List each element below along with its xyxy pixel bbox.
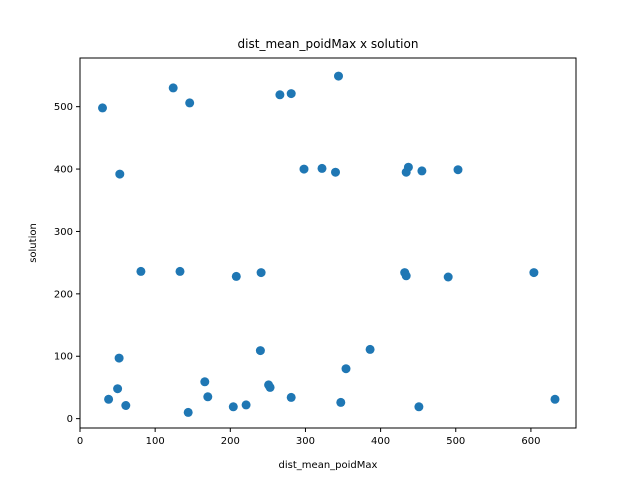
data-point [114,353,124,363]
data-point [98,103,107,113]
data-point [104,394,114,404]
data-point [453,165,463,175]
data-point [203,392,213,402]
data-point [299,164,309,174]
data-point [228,402,238,412]
data-point [286,392,296,402]
y-tick-label: 300 [54,227,73,238]
data-point [136,266,146,276]
data-point [286,89,296,99]
data-point [317,163,327,173]
data-point [168,83,178,93]
data-point [403,162,413,172]
data-point [265,382,275,392]
x-tick-label: 600 [521,436,540,447]
data-point [200,377,210,387]
data-point [331,167,340,177]
x-tick-label: 400 [371,436,390,447]
y-axis: 0 100 200 300 400 500 [54,102,80,425]
x-tick-label: 200 [221,436,240,447]
data-point [113,384,123,394]
data-point [231,271,241,281]
x-tick-label: 500 [446,436,465,447]
data-point [334,71,343,81]
y-tick-label: 0 [67,414,73,425]
y-tick-label: 100 [54,352,73,363]
x-tick-label: 0 [77,436,83,447]
plot-frame [79,57,577,429]
data-point [115,169,125,179]
data-point [550,394,560,404]
chart-title: dist_mean_poidMax x solution [238,37,419,51]
data-point [336,397,346,407]
data-point [529,268,539,278]
data-point [183,407,193,417]
data-point [185,98,195,108]
data-point [255,346,265,356]
x-axis: 0 100 200 300 400 500 600 [77,428,540,447]
x-tick-label: 300 [296,436,315,447]
x-tick-label: 100 [146,436,165,447]
y-tick-label: 500 [54,102,73,113]
y-tick-label: 400 [54,165,73,176]
data-point [121,401,131,410]
data-point [414,402,424,412]
data-point [275,90,285,100]
data-points [98,71,560,417]
data-point [175,266,185,276]
data-point [401,271,411,281]
data-point [341,364,351,374]
data-point [256,268,266,278]
x-axis-label: dist_mean_poidMax [279,460,378,471]
data-point [417,166,427,176]
y-axis-label: solution [28,223,39,263]
data-point [365,344,375,354]
data-point [241,400,251,410]
data-point [443,272,453,282]
y-tick-label: 200 [54,289,73,300]
